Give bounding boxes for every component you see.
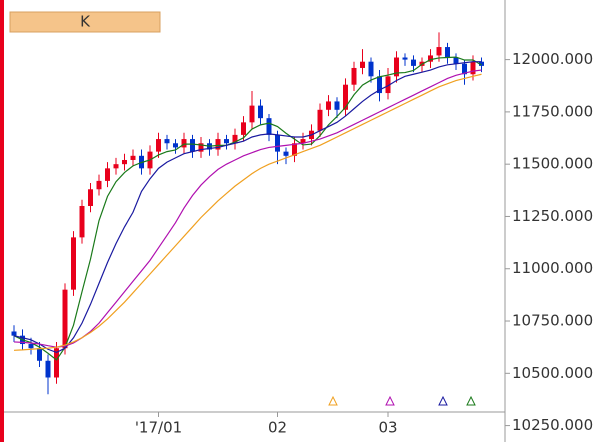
ma-line — [13, 69, 482, 348]
candle-body — [479, 61, 484, 66]
candle-body — [232, 134, 238, 144]
ma-marker — [466, 395, 476, 406]
candle-body — [164, 139, 170, 144]
left-border — [0, 0, 4, 442]
candle-body — [62, 289, 68, 349]
candle-body — [198, 143, 204, 152]
candle-body — [343, 84, 348, 110]
candle-body — [181, 139, 187, 148]
candle-body — [173, 143, 178, 148]
x-tick-label: 02 — [268, 419, 287, 437]
candle-body — [283, 151, 289, 156]
candle-body — [215, 139, 221, 150]
candle-body — [385, 76, 391, 94]
candle-body — [113, 164, 119, 169]
candle-body — [275, 134, 280, 152]
candle-body — [37, 348, 42, 361]
candle-body — [292, 143, 297, 156]
candle-body — [402, 57, 408, 60]
candle-body — [462, 63, 467, 75]
candle-body — [394, 57, 399, 77]
panel-tab[interactable] — [9, 11, 161, 33]
ma-marker — [438, 395, 448, 406]
candle-body — [122, 159, 127, 165]
y-tick-label: 11250.000 — [512, 207, 593, 225]
y-tick-label: 10250.000 — [512, 416, 593, 434]
candle-body — [105, 168, 110, 181]
candle-body — [96, 180, 102, 190]
x-tick-label: '17/01 — [135, 419, 182, 437]
candle-body — [300, 139, 306, 144]
candle-body — [317, 109, 323, 131]
candle-body — [445, 47, 450, 58]
y-tick-label: 10750.000 — [512, 312, 593, 330]
candle-body — [190, 139, 195, 152]
candle-body — [156, 139, 161, 152]
candle-body — [79, 206, 85, 238]
candle-body — [334, 101, 340, 110]
candle-body — [266, 118, 272, 135]
ma-line — [13, 73, 482, 351]
candle-body — [45, 360, 51, 378]
ma-line — [13, 61, 482, 354]
candle-body — [411, 59, 416, 66]
candle-body — [88, 189, 93, 206]
panel-label: K — [80, 13, 91, 31]
candle-body — [436, 47, 442, 56]
y-tick-label: 12000.000 — [512, 50, 593, 68]
candle-body — [249, 105, 255, 123]
candle-body — [241, 122, 246, 135]
ma-marker — [328, 395, 338, 406]
candle-body — [360, 61, 365, 68]
candle-body — [130, 155, 136, 160]
candle-body — [71, 237, 76, 290]
ma-line — [13, 56, 482, 361]
candle-body — [351, 67, 357, 85]
candle-body — [28, 344, 34, 349]
candle-body — [11, 331, 17, 336]
candle-body — [428, 55, 433, 62]
ma-marker — [385, 395, 395, 406]
y-tick-label: 10500.000 — [512, 364, 593, 382]
candle-body — [470, 61, 476, 75]
candle-body — [453, 57, 459, 64]
y-tick-label: 11750.000 — [512, 102, 593, 120]
candle-body — [258, 105, 263, 119]
y-tick-label: 11500.000 — [512, 155, 593, 173]
candle-body — [368, 61, 374, 77]
x-tick-label: 03 — [378, 419, 397, 437]
candle-body — [326, 101, 331, 110]
candle-body — [377, 76, 382, 94]
candle-body — [54, 348, 59, 378]
candle-body — [224, 139, 229, 144]
y-tick-label: 11000.000 — [512, 259, 593, 277]
